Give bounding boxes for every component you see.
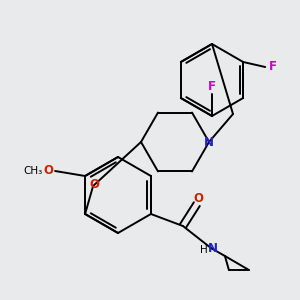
- Text: N: N: [208, 242, 218, 256]
- Text: O: O: [193, 193, 203, 206]
- Text: N: N: [204, 136, 214, 148]
- Text: F: F: [208, 80, 216, 92]
- Text: F: F: [269, 61, 277, 74]
- Text: H: H: [200, 245, 208, 255]
- Text: CH₃: CH₃: [23, 166, 43, 176]
- Text: O: O: [43, 164, 53, 178]
- Text: O: O: [89, 178, 99, 191]
